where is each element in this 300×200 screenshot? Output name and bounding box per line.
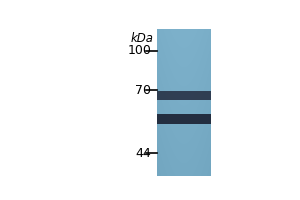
Text: 100: 100 [128,44,152,57]
Text: kDa: kDa [131,32,154,45]
Text: 44: 44 [136,147,152,160]
Bar [157,114,211,124]
Text: 70: 70 [135,84,152,97]
Bar [157,91,211,100]
